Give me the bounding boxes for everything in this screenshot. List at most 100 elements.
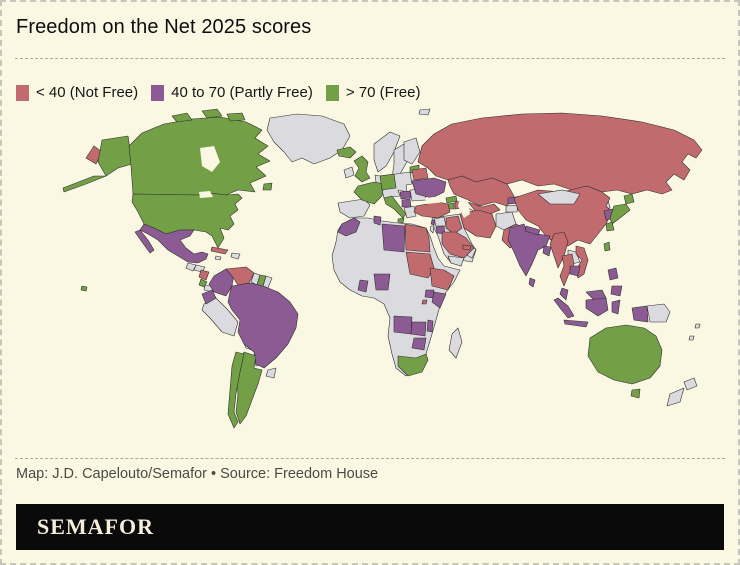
country-turkey <box>413 201 451 219</box>
pacific-islands <box>688 323 701 341</box>
iberia <box>337 198 371 219</box>
country-yemen <box>447 255 465 267</box>
page-title: Freedom on the Net 2025 scores <box>16 16 312 38</box>
country-angola <box>393 315 413 335</box>
world-choropleth-map <box>62 108 703 429</box>
country-sudan <box>405 251 435 279</box>
country-syria <box>433 216 447 227</box>
semafor-logo: SEMAFOR <box>37 514 154 539</box>
country-france <box>353 181 385 205</box>
country-bangladesh <box>542 245 552 257</box>
philippines-luzon <box>607 267 619 281</box>
arctic-island-2 <box>201 108 223 119</box>
country-jamaica <box>214 255 222 261</box>
country-greenland <box>266 113 351 165</box>
country-kazakhstan <box>447 175 515 207</box>
legend-label: < 40 (Not Free) <box>36 84 139 101</box>
baja-california <box>134 229 155 254</box>
indonesia-java <box>563 319 589 328</box>
great-lakes <box>199 191 213 198</box>
country-iceland <box>336 146 357 159</box>
country-germany <box>379 173 397 191</box>
country-brazil <box>227 282 299 369</box>
indonesia-papua <box>631 305 649 323</box>
country-uruguay <box>265 367 277 379</box>
country-kenya <box>431 291 447 309</box>
country-new-zealand-north <box>683 377 698 391</box>
japan-honshu <box>609 203 631 225</box>
country-egypt <box>404 223 431 253</box>
country-papua-new-guinea <box>646 303 671 323</box>
country-iran <box>459 209 497 239</box>
country-rwanda <box>421 299 428 305</box>
country-uganda <box>424 289 435 299</box>
country-newfoundland <box>262 182 273 191</box>
country-hungary <box>399 190 412 200</box>
country-new-zealand-south <box>666 387 685 407</box>
logo-bar: SEMAFOR <box>16 504 724 550</box>
country-mexico <box>139 223 209 264</box>
country-lebanon <box>430 219 436 226</box>
country-alaska <box>97 135 133 177</box>
country-ethiopia <box>429 267 455 291</box>
arctic-island-3 <box>226 112 246 122</box>
country-finland <box>403 137 421 165</box>
country-zambia <box>410 321 427 337</box>
country-norway <box>373 131 401 173</box>
country-guatemala <box>185 262 197 272</box>
japan-hokkaido <box>623 193 635 205</box>
country-hawaii <box>80 285 88 292</box>
legend-label: > 70 (Free) <box>345 84 421 101</box>
country-uk <box>353 155 371 183</box>
country-belarus <box>411 167 429 181</box>
country-hispaniola <box>230 252 241 260</box>
svalbard <box>418 108 431 116</box>
country-ecuador <box>201 289 217 305</box>
country-italy <box>383 195 407 219</box>
country-ghana <box>357 279 369 293</box>
country-iraq <box>445 215 463 235</box>
legend-label: 40 to 70 (Partly Free) <box>171 84 313 101</box>
legend-swatch-free <box>325 84 339 101</box>
credit-line: Map: J.D. Capelouto/Semafor • Source: Fr… <box>16 466 379 482</box>
legend: < 40 (Not Free) 40 to 70 (Partly Free) >… <box>16 84 420 101</box>
legend-item-free: > 70 (Free) <box>325 84 421 101</box>
country-peru <box>201 297 239 337</box>
country-ireland <box>343 166 355 179</box>
country-tunisia <box>373 215 382 226</box>
country-china <box>513 185 613 247</box>
country-georgia <box>445 195 458 204</box>
malaysia-peninsula <box>559 287 569 301</box>
country-tajikistan <box>505 204 519 213</box>
country-south-africa <box>397 353 429 377</box>
legend-item-not-free: < 40 (Not Free) <box>16 84 138 101</box>
indonesia-kalimantan <box>585 297 609 317</box>
legend-swatch-partly-free <box>151 84 165 101</box>
country-nepal <box>524 225 541 236</box>
country-israel <box>429 225 435 234</box>
indonesia-sumatra <box>553 297 575 319</box>
philippines-mindanao <box>610 285 623 297</box>
country-madagascar <box>448 327 463 359</box>
country-malawi <box>426 319 434 333</box>
black-sea <box>425 196 445 204</box>
country-libya <box>381 223 406 253</box>
country-zimbabwe <box>411 337 427 351</box>
legend-swatch-not-free <box>16 84 29 101</box>
country-morocco <box>337 217 361 237</box>
tasmania <box>630 388 641 399</box>
country-saudi-arabia <box>441 231 475 259</box>
country-taiwan <box>603 241 611 252</box>
hudson-bay <box>200 146 220 172</box>
country-ukraine <box>411 177 447 199</box>
aleutian-tail <box>62 175 107 193</box>
legend-item-partly-free: 40 to 70 (Partly Free) <box>151 84 313 101</box>
country-serbia <box>401 198 412 208</box>
country-thailand <box>559 253 575 287</box>
country-nigeria <box>373 273 391 291</box>
country-usa <box>131 192 243 249</box>
japan-kyushu <box>605 221 615 232</box>
country-cambodia <box>569 265 581 277</box>
country-costa-rica <box>198 278 208 288</box>
